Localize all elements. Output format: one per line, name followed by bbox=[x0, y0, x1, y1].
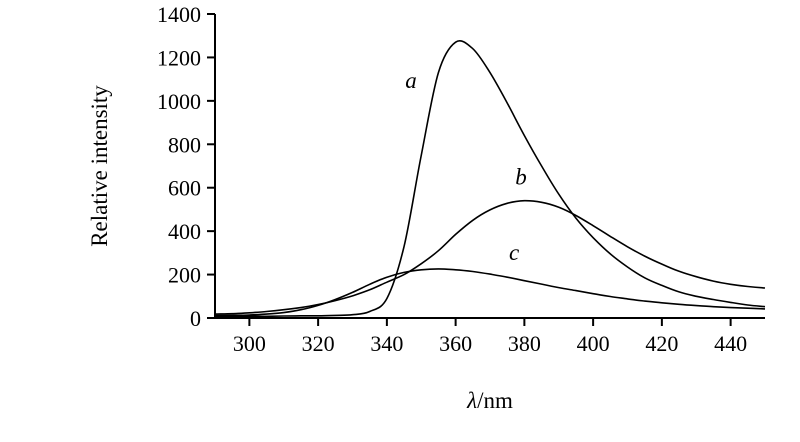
x-tick-label: 360 bbox=[439, 331, 472, 356]
y-tick-label: 1200 bbox=[157, 45, 201, 70]
y-axis-label: Relative intensity bbox=[87, 85, 112, 247]
curve-c bbox=[214, 268, 766, 317]
x-tick-label: 380 bbox=[508, 331, 541, 356]
x-tick-label: 300 bbox=[233, 331, 266, 356]
y-tick-label: 0 bbox=[190, 306, 201, 331]
series-label-c: c bbox=[509, 240, 519, 265]
series-label-a: a bbox=[405, 68, 417, 93]
x-axis-label: λ/nm bbox=[467, 388, 513, 414]
series-label-b: b bbox=[515, 164, 527, 189]
x-axis-label-symbol: λ bbox=[467, 388, 478, 413]
y-tick-label: 1000 bbox=[157, 89, 201, 114]
y-tick-label: 800 bbox=[168, 132, 201, 157]
x-tick-label: 420 bbox=[645, 331, 678, 356]
x-tick-label: 400 bbox=[577, 331, 610, 356]
y-tick-label: 400 bbox=[168, 219, 201, 244]
y-tick-label: 600 bbox=[168, 176, 201, 201]
x-tick-label: 340 bbox=[370, 331, 403, 356]
curve-b bbox=[214, 199, 766, 315]
y-tick-label: 1400 bbox=[157, 2, 201, 27]
curve-a bbox=[215, 40, 766, 318]
y-tick-label: 200 bbox=[168, 263, 201, 288]
x-tick-label: 440 bbox=[714, 331, 747, 356]
x-axis-label-unit: /nm bbox=[477, 388, 513, 413]
x-tick-label: 320 bbox=[302, 331, 335, 356]
